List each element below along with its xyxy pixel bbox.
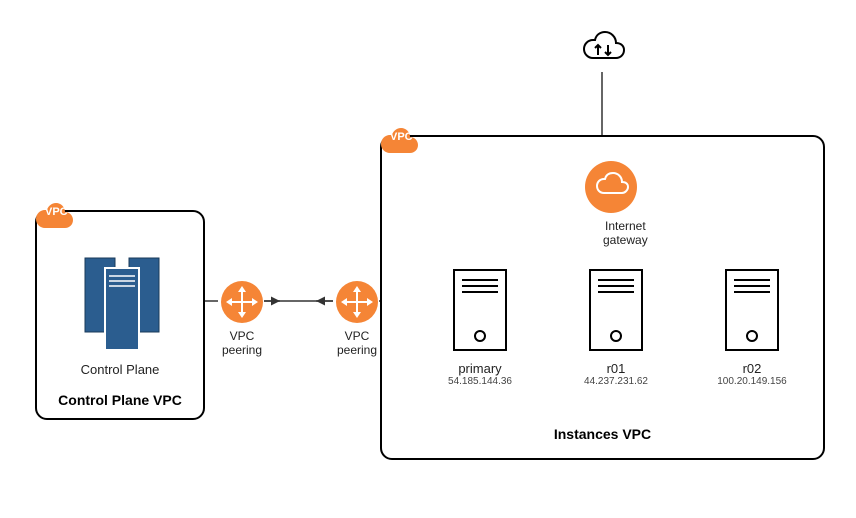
vpc-peering-right: VPC peering [335, 280, 379, 357]
control-plane-label: Control Plane [37, 362, 203, 377]
server-instance: primary 54.185.144.36 [452, 268, 508, 387]
vpc-peering-left-label: VPC peering [220, 329, 264, 357]
server-icon [724, 268, 780, 352]
control-plane-vpc: VPC Control Plane Control Plane VPC [35, 210, 205, 420]
server-icon [452, 268, 508, 352]
instances-title: Instances VPC [382, 426, 823, 442]
internet-gateway-label: Internet gateway [603, 219, 648, 247]
server-ip: 100.20.149.156 [704, 376, 800, 387]
vpc-peering-right-label: VPC peering [335, 329, 379, 357]
internet-gateway: Internet gateway [575, 160, 648, 247]
server-name: primary [452, 361, 508, 376]
vpc-badge-text: VPC [45, 206, 68, 218]
control-plane-title: Control Plane VPC [37, 392, 203, 408]
cloud-icon [578, 25, 628, 76]
server-icon [588, 268, 644, 352]
server-name: r02 [724, 361, 780, 376]
server-ip: 54.185.144.36 [432, 376, 528, 387]
server-name: r01 [588, 361, 644, 376]
vpc-badge-icon: VPC [370, 123, 420, 162]
vpc-badge-text: VPC [390, 131, 413, 143]
vpc-badge-icon: VPC [25, 198, 75, 237]
vpc-peering-left: VPC peering [220, 280, 264, 357]
server-ip: 44.237.231.62 [568, 376, 664, 387]
server-instance: r01 44.237.231.62 [588, 268, 644, 387]
control-plane-server-icon [79, 254, 165, 359]
server-instance: r02 100.20.149.156 [724, 268, 780, 387]
